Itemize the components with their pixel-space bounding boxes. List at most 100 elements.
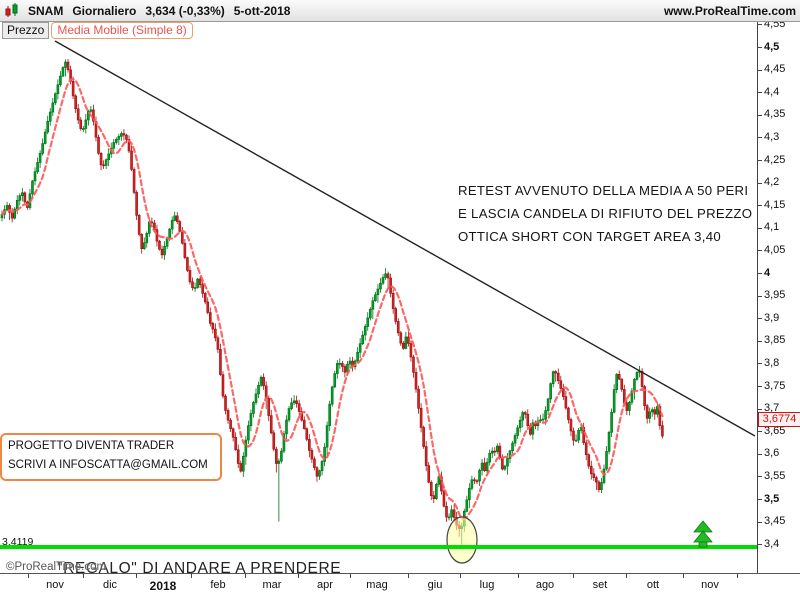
y-axis-label: 4,2 — [764, 176, 780, 188]
candle-body — [485, 461, 489, 471]
candle-body — [587, 454, 591, 467]
x-axis-label: ago — [535, 579, 555, 591]
y-axis-tick — [758, 183, 762, 184]
candle-body — [201, 284, 204, 294]
x-axis-label: apr — [317, 579, 333, 591]
price-axis[interactable]: 4,55 4,5 4,45 4,4 4,35 4,3 4,25 4,2 4,15 4,1 4,05 4… — [757, 0, 800, 573]
candle-body — [539, 419, 542, 422]
candle-body — [480, 462, 484, 471]
y-axis-label: 3,7 — [764, 402, 780, 414]
y-axis-tick — [758, 115, 762, 116]
candle-body — [21, 192, 24, 196]
candle-body — [399, 332, 403, 344]
candle-body — [653, 409, 657, 415]
y-axis-tick — [758, 386, 762, 387]
candle-body — [422, 427, 425, 447]
highlight-ellipse[interactable] — [446, 516, 478, 564]
candle-body — [615, 374, 618, 390]
candle-body — [79, 119, 83, 129]
candle-body — [175, 215, 179, 222]
candle-body — [292, 400, 296, 404]
candle-body — [97, 136, 100, 154]
x-axis-label: dic — [102, 579, 118, 591]
candlestick-icon — [5, 3, 18, 17]
candle-body — [297, 403, 301, 412]
y-axis-label: 4,35 — [764, 108, 786, 120]
candle-body — [18, 195, 22, 201]
candle-body — [130, 150, 133, 170]
y-axis-label: 3,95 — [764, 289, 786, 301]
candle-body — [10, 212, 14, 219]
candle-body — [490, 450, 494, 454]
x-axis-tick — [626, 574, 627, 578]
candle-body — [115, 139, 118, 143]
candle-body — [198, 278, 202, 286]
candle-body — [635, 372, 639, 380]
candle-body — [38, 153, 42, 163]
candle-body — [424, 446, 428, 467]
candle-body — [13, 208, 16, 219]
candle-body — [549, 383, 552, 400]
candle-body — [5, 205, 9, 210]
y-axis-tick — [758, 522, 762, 523]
retest-annotation[interactable]: RETEST AVVENUTO DELLA MEDIA A 50 PERI E … — [458, 179, 752, 248]
candle-body — [516, 427, 519, 436]
candle-body — [447, 516, 451, 519]
candle-body — [470, 479, 474, 489]
candle-body — [280, 450, 283, 462]
candle-body — [335, 363, 339, 374]
candle-body — [33, 171, 37, 182]
candle-body — [183, 242, 187, 258]
bottom-annotation-text[interactable]: "REGALO" DI ANDARE A PRENDERE — [57, 560, 342, 573]
candle-body — [285, 419, 288, 435]
candle-body — [648, 411, 652, 419]
candle-body — [300, 411, 304, 421]
candle-body — [404, 336, 408, 349]
y-axis-tick — [758, 47, 762, 48]
y-axis-tick — [758, 228, 762, 229]
candle-body — [56, 84, 60, 94]
x-axis-tick — [245, 574, 246, 578]
candle-body — [155, 229, 159, 242]
time-axis[interactable]: nov dic 2018 feb mar apr mag giu lug ago set ott nov — [0, 573, 800, 600]
candle-body — [257, 384, 260, 395]
candle-body — [142, 242, 146, 250]
candle-body — [445, 505, 448, 518]
current-ma-price-tag[interactable]: 3,6774 — [758, 412, 800, 427]
title-bar-left: SNAM Giornaliero 3,634 (-0,33%) 5-ott-20… — [0, 3, 290, 18]
retest-line-3: OTTICA SHORT CON TARGET AREA 3,40 — [458, 229, 721, 244]
candle-body — [465, 499, 469, 512]
x-axis-tick — [683, 574, 684, 578]
candle-body — [302, 419, 306, 429]
candle-body — [333, 373, 337, 388]
y-axis-tick — [758, 70, 762, 71]
candle-body — [429, 481, 433, 496]
candle-body — [384, 273, 387, 278]
promo-line-2: SCRIVI A INFOSCATTA@GMAIL.COM — [8, 459, 208, 471]
last-price-and-change: 3,634 (-0,33%) — [145, 3, 225, 18]
y-axis-tick — [758, 160, 762, 161]
session-date: 5-ott-2018 — [233, 3, 291, 18]
promo-text-box[interactable]: PROGETTO DIVENTA TRADER SCRIVI A INFOSCA… — [0, 433, 222, 481]
retest-line-2: E LASCIA CANDELA DI RIFIUTO DEL PREZZO — [458, 206, 753, 221]
candle-body — [31, 180, 34, 195]
x-axis-tick — [737, 574, 738, 578]
candle-body — [236, 449, 240, 464]
candle-body — [221, 374, 225, 397]
candle-body — [193, 287, 197, 289]
candle-body — [125, 134, 128, 140]
price-pane-tab[interactable]: Prezzo — [2, 22, 50, 39]
moving-average-line — [0, 77, 664, 521]
candle-body — [318, 470, 321, 477]
candle-body — [160, 248, 164, 256]
candle-body — [89, 109, 93, 112]
candle-body — [361, 334, 364, 345]
candle-body — [513, 435, 517, 444]
candle-body — [526, 413, 530, 426]
candle-body — [74, 95, 77, 110]
candle-body — [41, 143, 44, 154]
candle-body — [584, 442, 588, 456]
moving-average-indicator-tab[interactable]: Media Mobile (Simple 8) — [51, 22, 193, 39]
chart-canvas[interactable] — [0, 0, 757, 573]
candle-body — [396, 321, 400, 334]
